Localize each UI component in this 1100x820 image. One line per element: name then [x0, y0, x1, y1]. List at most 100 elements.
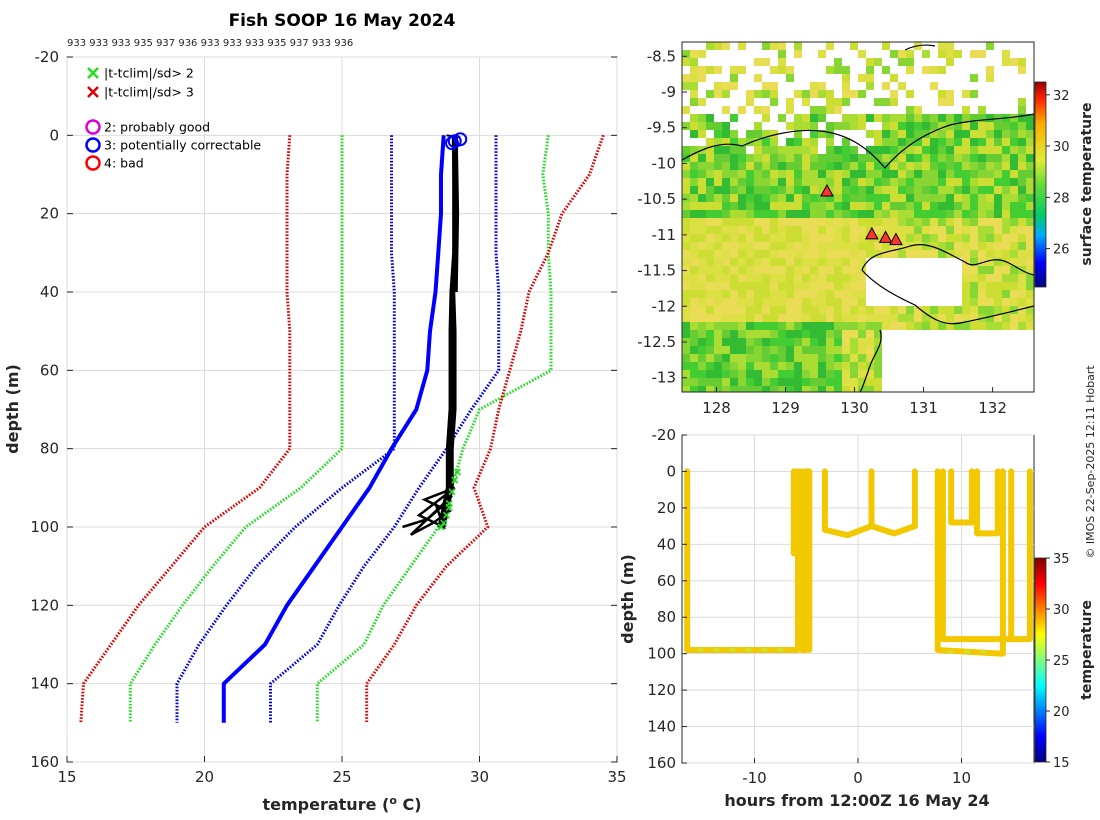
sst-cell	[874, 274, 882, 282]
sst-cell	[842, 282, 850, 290]
sst-cell	[938, 362, 946, 370]
sst-colorbar-tick-label: 26	[1053, 243, 1070, 258]
sst-cell	[754, 122, 762, 130]
sst-cell	[754, 354, 762, 362]
sst-cell	[1026, 194, 1034, 202]
sst-cell	[714, 210, 722, 218]
sst-cell	[682, 42, 690, 50]
sst-cell	[698, 266, 706, 274]
sst-cell	[850, 170, 858, 178]
sst-cell	[882, 282, 890, 290]
sst-cell	[858, 370, 866, 378]
profile-y-tick-label: 140	[30, 675, 59, 693]
sst-cell	[778, 122, 786, 130]
sst-cell	[1018, 98, 1026, 106]
sst-cell	[826, 90, 834, 98]
sst-cell	[986, 130, 994, 138]
sst-cell	[890, 338, 898, 346]
sst-cell	[794, 226, 802, 234]
sst-cell	[914, 242, 922, 250]
sst-cell	[978, 162, 986, 170]
sst-cell	[794, 378, 802, 386]
sst-cell	[922, 338, 930, 346]
sst-cell	[762, 154, 770, 162]
sst-cell	[1026, 178, 1034, 186]
flag-cross-2sd	[440, 519, 448, 527]
sst-cell	[962, 42, 970, 50]
sst-cell	[914, 370, 922, 378]
sst-cell	[698, 130, 706, 138]
sst-cell	[746, 322, 754, 330]
sst-cell	[698, 290, 706, 298]
sst-cell	[874, 322, 882, 330]
sst-cell	[1002, 58, 1010, 66]
sst-cell	[738, 298, 746, 306]
sst-cell	[882, 42, 890, 50]
sst-cell	[986, 386, 994, 392]
sst-cell	[970, 114, 978, 122]
sst-cell	[1010, 202, 1018, 210]
sst-cell	[914, 114, 922, 122]
sst-cell	[890, 146, 898, 154]
sst-cell	[914, 66, 922, 74]
sst-cell	[1002, 186, 1010, 194]
sst-cell	[978, 306, 986, 314]
sst-cell	[1026, 170, 1034, 178]
sst-cell	[698, 218, 706, 226]
sst-cell	[986, 250, 994, 258]
sst-cell	[722, 154, 730, 162]
sst-cell	[890, 58, 898, 66]
sst-cell	[906, 338, 914, 346]
sst-cell	[682, 354, 690, 362]
sst-cell	[898, 218, 906, 226]
sst-cell	[882, 242, 890, 250]
sst-cell	[810, 122, 818, 130]
sst-cell	[810, 42, 818, 50]
sst-cell	[890, 370, 898, 378]
sst-cell	[746, 106, 754, 114]
map-y-tick-label: -9	[661, 83, 676, 101]
sst-cell	[802, 290, 810, 298]
sst-cell	[714, 338, 722, 346]
profile-y-tick-label: 160	[30, 753, 59, 771]
sst-cell	[746, 274, 754, 282]
sst-cell	[826, 74, 834, 82]
sst-cell	[754, 154, 762, 162]
sst-cell	[746, 178, 754, 186]
sst-cell	[1010, 346, 1018, 354]
sst-cell	[810, 386, 818, 392]
sst-cell	[938, 250, 946, 258]
sst-cell	[682, 258, 690, 266]
sst-cell	[810, 274, 818, 282]
sst-cell	[946, 202, 954, 210]
sst-cell	[722, 66, 730, 74]
sst-cell	[874, 218, 882, 226]
sst-cell	[730, 306, 738, 314]
time-depth-x-tick-label: -10	[742, 769, 767, 787]
sst-cell	[874, 154, 882, 162]
sst-cell	[986, 82, 994, 90]
sst-cell	[850, 378, 858, 386]
sst-cell	[746, 378, 754, 386]
sst-cell	[1010, 74, 1018, 82]
sst-cell	[866, 378, 874, 386]
sst-cell	[978, 98, 986, 106]
sst-cell	[882, 274, 890, 282]
sst-cell	[706, 330, 714, 338]
sst-cell	[914, 330, 922, 338]
sst-cell	[978, 226, 986, 234]
sst-cell	[922, 66, 930, 74]
sst-cell	[730, 66, 738, 74]
sst-cell	[962, 250, 970, 258]
sst-cell	[914, 130, 922, 138]
sst-cell	[682, 234, 690, 242]
sst-cell	[1002, 218, 1010, 226]
sst-cell	[714, 130, 722, 138]
sst-cell	[850, 90, 858, 98]
sst-cell	[866, 370, 874, 378]
sst-cell	[970, 298, 978, 306]
sst-cell	[730, 82, 738, 90]
sst-cell	[738, 250, 746, 258]
sst-cell	[682, 138, 690, 146]
